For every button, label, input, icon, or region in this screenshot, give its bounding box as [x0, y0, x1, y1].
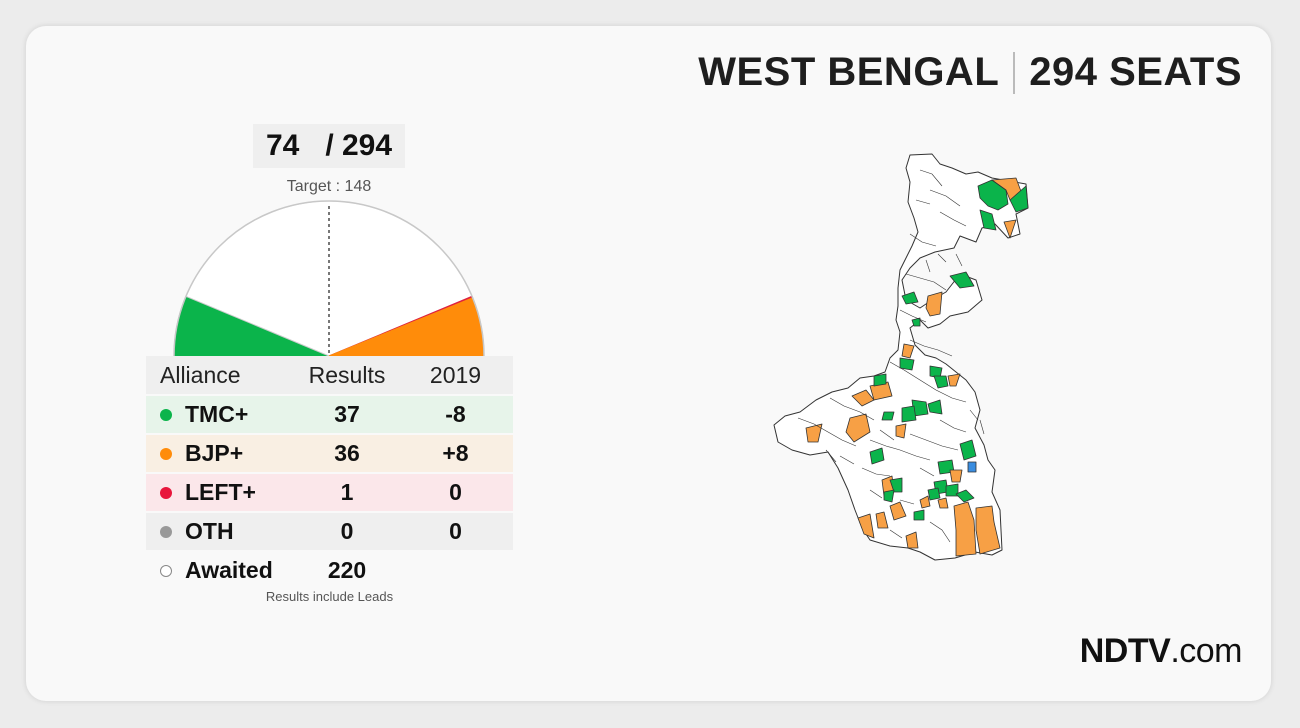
- constituency-map: [773, 153, 1029, 561]
- map-region-bjp: [919, 495, 931, 509]
- table-row-oth: OTH 0 0: [146, 513, 513, 550]
- map-region-bjp: [875, 511, 889, 529]
- map-region-tmc: [911, 317, 921, 327]
- col-results: Results: [308, 361, 386, 388]
- alliance-name: OTH: [185, 518, 234, 544]
- map-region-tmc: [881, 411, 895, 421]
- map-region-tmc: [1009, 185, 1029, 213]
- results-value: 220: [327, 557, 367, 583]
- gauge-outline: [173, 200, 485, 357]
- awaited-dot-icon: [160, 564, 172, 577]
- results-value: 1: [340, 479, 354, 505]
- map-region-tmc: [913, 509, 925, 521]
- state-name: WEST BENGAL: [698, 50, 1000, 94]
- table-header: Alliance Results 2019: [146, 356, 513, 394]
- alliance-table: Alliance Results 2019 TMC+ 37 -8 BJP+ 36…: [146, 356, 513, 591]
- map-boundary-lines: [797, 169, 985, 543]
- logo-suffix: .com: [1170, 632, 1242, 670]
- alliance-name: BJP+: [185, 440, 244, 466]
- logo-brand: NDTV: [1079, 632, 1171, 670]
- map-region-tmc: [959, 439, 977, 461]
- map-region-tmc: [979, 209, 997, 231]
- map-region-tmc: [949, 271, 975, 289]
- table-row-left: LEFT+ 1 0: [146, 474, 513, 511]
- map-region-tmc: [933, 375, 949, 389]
- seat-gauge: [173, 200, 485, 357]
- map-region-bjp: [857, 513, 875, 539]
- map-region-bjp: [851, 389, 875, 407]
- map-region-bjp: [845, 413, 871, 443]
- map-region-tmc: [869, 447, 885, 465]
- alliance-name: TMC+: [185, 401, 249, 427]
- map-region-tmc: [901, 291, 919, 305]
- map-region-bjp: [947, 373, 961, 387]
- oth-dot-icon: [160, 525, 172, 538]
- seats-total: / 294: [325, 129, 393, 162]
- map-region-bjp: [1003, 219, 1017, 239]
- map-region-bjp: [949, 469, 963, 483]
- ndtv-logo: NDTV.com: [1079, 632, 1243, 671]
- map-region-bjp: [925, 291, 943, 317]
- map-region-bjp: [905, 531, 919, 549]
- change-value: +8: [442, 440, 469, 466]
- bjp-dot-icon: [160, 447, 172, 460]
- map-region-tmc: [955, 489, 975, 503]
- seat-count: 294 SEATS: [1029, 50, 1242, 94]
- map-region-bjp: [937, 497, 949, 509]
- change-value: 0: [449, 518, 462, 544]
- map-region-tmc: [927, 399, 943, 415]
- alliance-name: LEFT+: [185, 479, 256, 505]
- table-row-tmc: TMC+ 37 -8: [146, 396, 513, 433]
- map-region-tmc: [883, 489, 895, 503]
- majority-target: Target : 148: [286, 178, 372, 195]
- page-title: WEST BENGAL 294 SEATS: [698, 50, 1242, 95]
- table-row-awaited: Awaited 220: [146, 552, 513, 589]
- map-region-bjp: [901, 343, 915, 359]
- map-region-bjp: [889, 501, 907, 521]
- col-2019: 2019: [429, 361, 482, 388]
- tmc-dot-icon: [160, 408, 172, 421]
- results-value: 36: [334, 440, 360, 466]
- map-region-tmc: [901, 405, 917, 423]
- results-note: Results include Leads: [265, 589, 394, 604]
- seat-tally: 74 / 294: [253, 124, 405, 168]
- results-value: 0: [340, 518, 354, 544]
- col-alliance: Alliance: [160, 361, 241, 388]
- table-row-bjp: BJP+ 36 +8: [146, 435, 513, 472]
- change-value: 0: [449, 479, 462, 505]
- map-region-bjp: [953, 501, 977, 557]
- left-dot-icon: [160, 486, 172, 499]
- alliance-name: Awaited: [185, 557, 273, 583]
- map-region-bjp: [895, 423, 907, 439]
- change-value: -8: [445, 401, 466, 427]
- map-region-tmc: [889, 477, 903, 493]
- map-region-left: [967, 461, 977, 473]
- seats-declared: 74: [265, 129, 300, 162]
- map-region-tmc: [927, 487, 941, 501]
- map-region-tmc: [873, 373, 887, 387]
- title-divider: [1013, 51, 1016, 94]
- results-value: 37: [334, 401, 360, 427]
- map-region-bjp: [975, 505, 1001, 555]
- map-region-tmc: [899, 357, 915, 371]
